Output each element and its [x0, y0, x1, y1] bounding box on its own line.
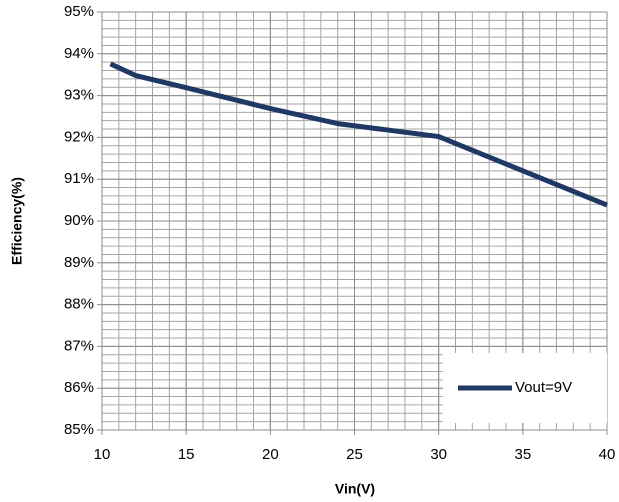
y-tick-label: 87% [64, 337, 94, 354]
y-tick-label: 86% [64, 379, 94, 396]
plot-border [101, 11, 608, 431]
y-tick-label: 94% [64, 45, 94, 62]
data-line [109, 61, 608, 208]
y-tick-label: 88% [64, 296, 94, 313]
y-tick-label: 85% [64, 421, 94, 438]
x-tick-label: 25 [346, 446, 363, 463]
x-axis-label: Vin(V) [335, 481, 375, 497]
x-tick-label: 10 [94, 446, 111, 463]
y-tick-label: 92% [64, 128, 94, 145]
x-tick-label: 40 [599, 446, 616, 463]
y-axis-label: Efficiency(%) [9, 177, 25, 265]
y-tick-label: 90% [64, 212, 94, 229]
y-tick-label: 89% [64, 254, 94, 271]
y-tick-label: 91% [64, 170, 94, 187]
x-tick-label: 15 [178, 446, 195, 463]
x-tick-label: 35 [514, 446, 531, 463]
y-tick-label: 95% [64, 3, 94, 20]
x-tick-label: 20 [262, 446, 279, 463]
legend-label: Vout=9V [515, 379, 572, 396]
x-tick-label: 30 [430, 446, 447, 463]
y-tick-label: 93% [64, 87, 94, 104]
